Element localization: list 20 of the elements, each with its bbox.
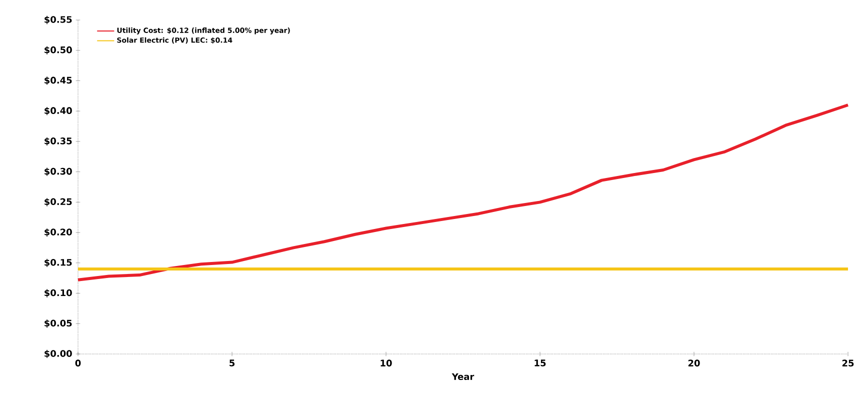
y-tick-label: $0.30 bbox=[44, 168, 72, 176]
x-tick-label: 0 bbox=[75, 360, 81, 366]
line-series bbox=[76, 104, 850, 282]
y-tick-label: $0.20 bbox=[44, 228, 72, 237]
x-tick-label: 10 bbox=[380, 360, 392, 366]
y-tick-label: $0.45 bbox=[44, 76, 72, 85]
x-tick-label: 15 bbox=[534, 360, 546, 366]
y-tick-label: $0.55 bbox=[44, 16, 72, 24]
y-tick-label: $0.25 bbox=[44, 198, 72, 206]
y-tick-label: $0.50 bbox=[44, 46, 72, 54]
y-tick-label: $0.35 bbox=[44, 137, 72, 146]
x-tick-label: 25 bbox=[842, 360, 854, 366]
y-tick-label: $0.05 bbox=[44, 320, 72, 328]
y-tick-label: $0.00 bbox=[44, 350, 72, 358]
x-tick-label: 5 bbox=[230, 360, 235, 366]
y-tick-label: $0.10 bbox=[44, 289, 72, 298]
x-axis-title: Year bbox=[452, 373, 474, 380]
y-tick-label: $0.15 bbox=[44, 258, 72, 267]
y-tick-label: $0.40 bbox=[44, 107, 72, 116]
x-tick-label: 20 bbox=[688, 360, 700, 366]
